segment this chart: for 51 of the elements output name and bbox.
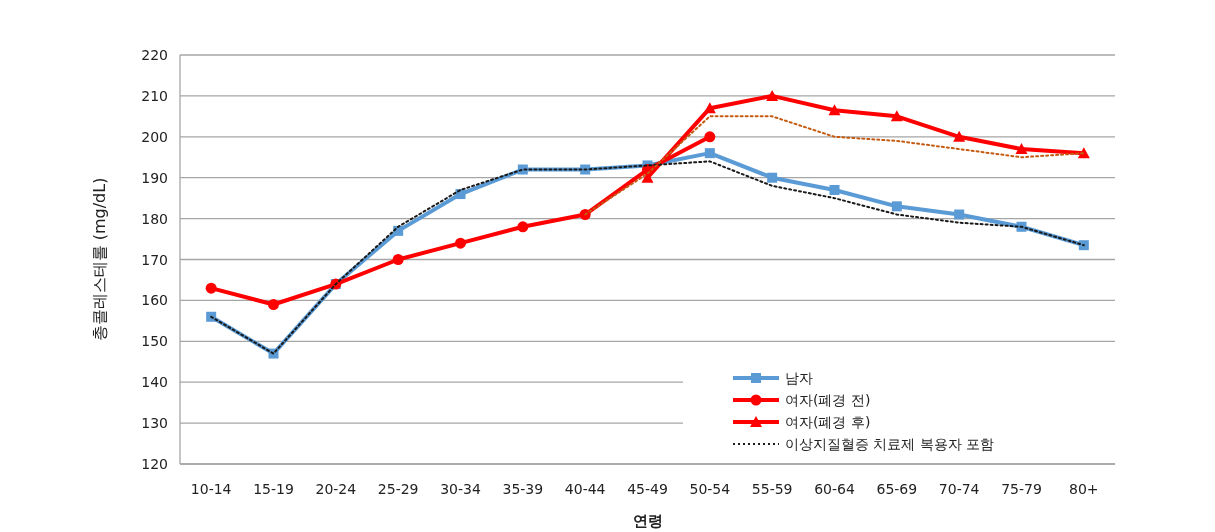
x-tick-label: 70-74: [938, 481, 980, 497]
legend-label: 여자(폐경 전): [785, 392, 871, 408]
x-tick-label: 75-79: [1001, 481, 1042, 497]
point: [703, 102, 716, 114]
point: [455, 189, 466, 200]
point: [205, 282, 217, 294]
point: [268, 298, 279, 310]
legend-label: 여자(폐경 후): [785, 414, 871, 430]
point: [891, 201, 902, 212]
point: [954, 209, 965, 220]
point: [517, 221, 529, 233]
x-tick-label: 60-64: [814, 481, 855, 497]
legend-label: 남자: [785, 370, 813, 386]
x-tick-label: 40-44: [564, 481, 606, 497]
point: [455, 237, 466, 249]
x-axis-title: 연령: [632, 512, 663, 530]
x-tick-label: 30-34: [440, 481, 481, 497]
x-tick-label: 50-54: [689, 481, 731, 497]
legend-label: 이상지질혈증 치료제 복용자 포함: [785, 436, 995, 452]
point: [1015, 143, 1028, 155]
x-tick-label: 15-19: [253, 481, 294, 497]
x-tick-label: 80+: [1069, 481, 1099, 497]
point: [890, 110, 903, 122]
x-tick-label: 20-24: [315, 481, 357, 497]
y-tick-label: 120: [141, 456, 168, 472]
x-tick-label: 45-49: [627, 481, 668, 497]
y-tick-label: 200: [141, 128, 168, 145]
point: [1078, 240, 1089, 251]
y-tick-label: 130: [141, 415, 168, 432]
point: [392, 254, 404, 265]
y-axis-title: 총콜레스테롤 (mg/dL): [90, 177, 109, 342]
y-tick-label: 160: [141, 292, 168, 309]
y-tick-label: 220: [141, 47, 168, 63]
point: [829, 184, 840, 195]
y-tick-label: 210: [141, 87, 168, 104]
y-tick-label: 180: [141, 210, 168, 227]
point: [828, 104, 841, 116]
y-tick-label: 170: [141, 251, 168, 268]
x-tick-label: 10-14: [190, 481, 232, 497]
point: [767, 172, 778, 183]
point: [704, 148, 715, 159]
point: [766, 89, 779, 101]
y-tick-label: 140: [141, 374, 168, 391]
y-tick-label: 190: [141, 169, 168, 186]
x-tick-label: 35-39: [502, 481, 544, 497]
y-tick-label: 150: [141, 333, 168, 350]
point: [704, 131, 716, 143]
x-tick-label: 25-29: [377, 481, 419, 497]
x-tick-label: 55-59: [751, 481, 793, 497]
x-tick-label: 65-69: [876, 481, 918, 497]
point: [953, 130, 966, 142]
